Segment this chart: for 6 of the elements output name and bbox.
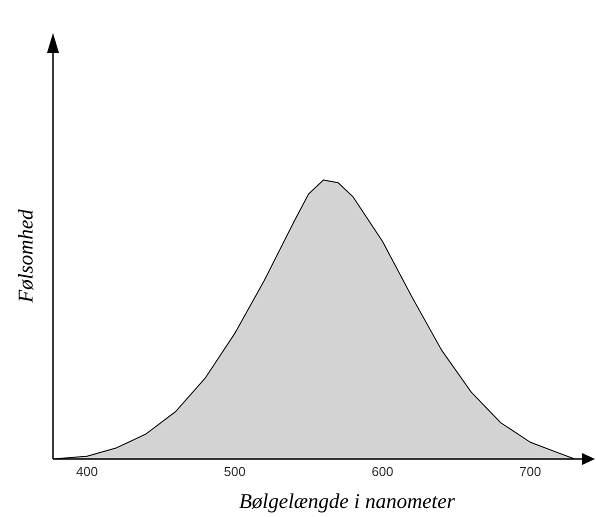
y-axis-title: Følsomhed — [14, 209, 38, 303]
x-tick-label: 600 — [372, 464, 394, 480]
x-tick-label: 500 — [224, 464, 246, 480]
x-tick-label: 700 — [519, 464, 542, 480]
x-tick-label: 400 — [76, 464, 98, 480]
x-axis-title: Bølgelængde i nanometer — [239, 489, 455, 513]
